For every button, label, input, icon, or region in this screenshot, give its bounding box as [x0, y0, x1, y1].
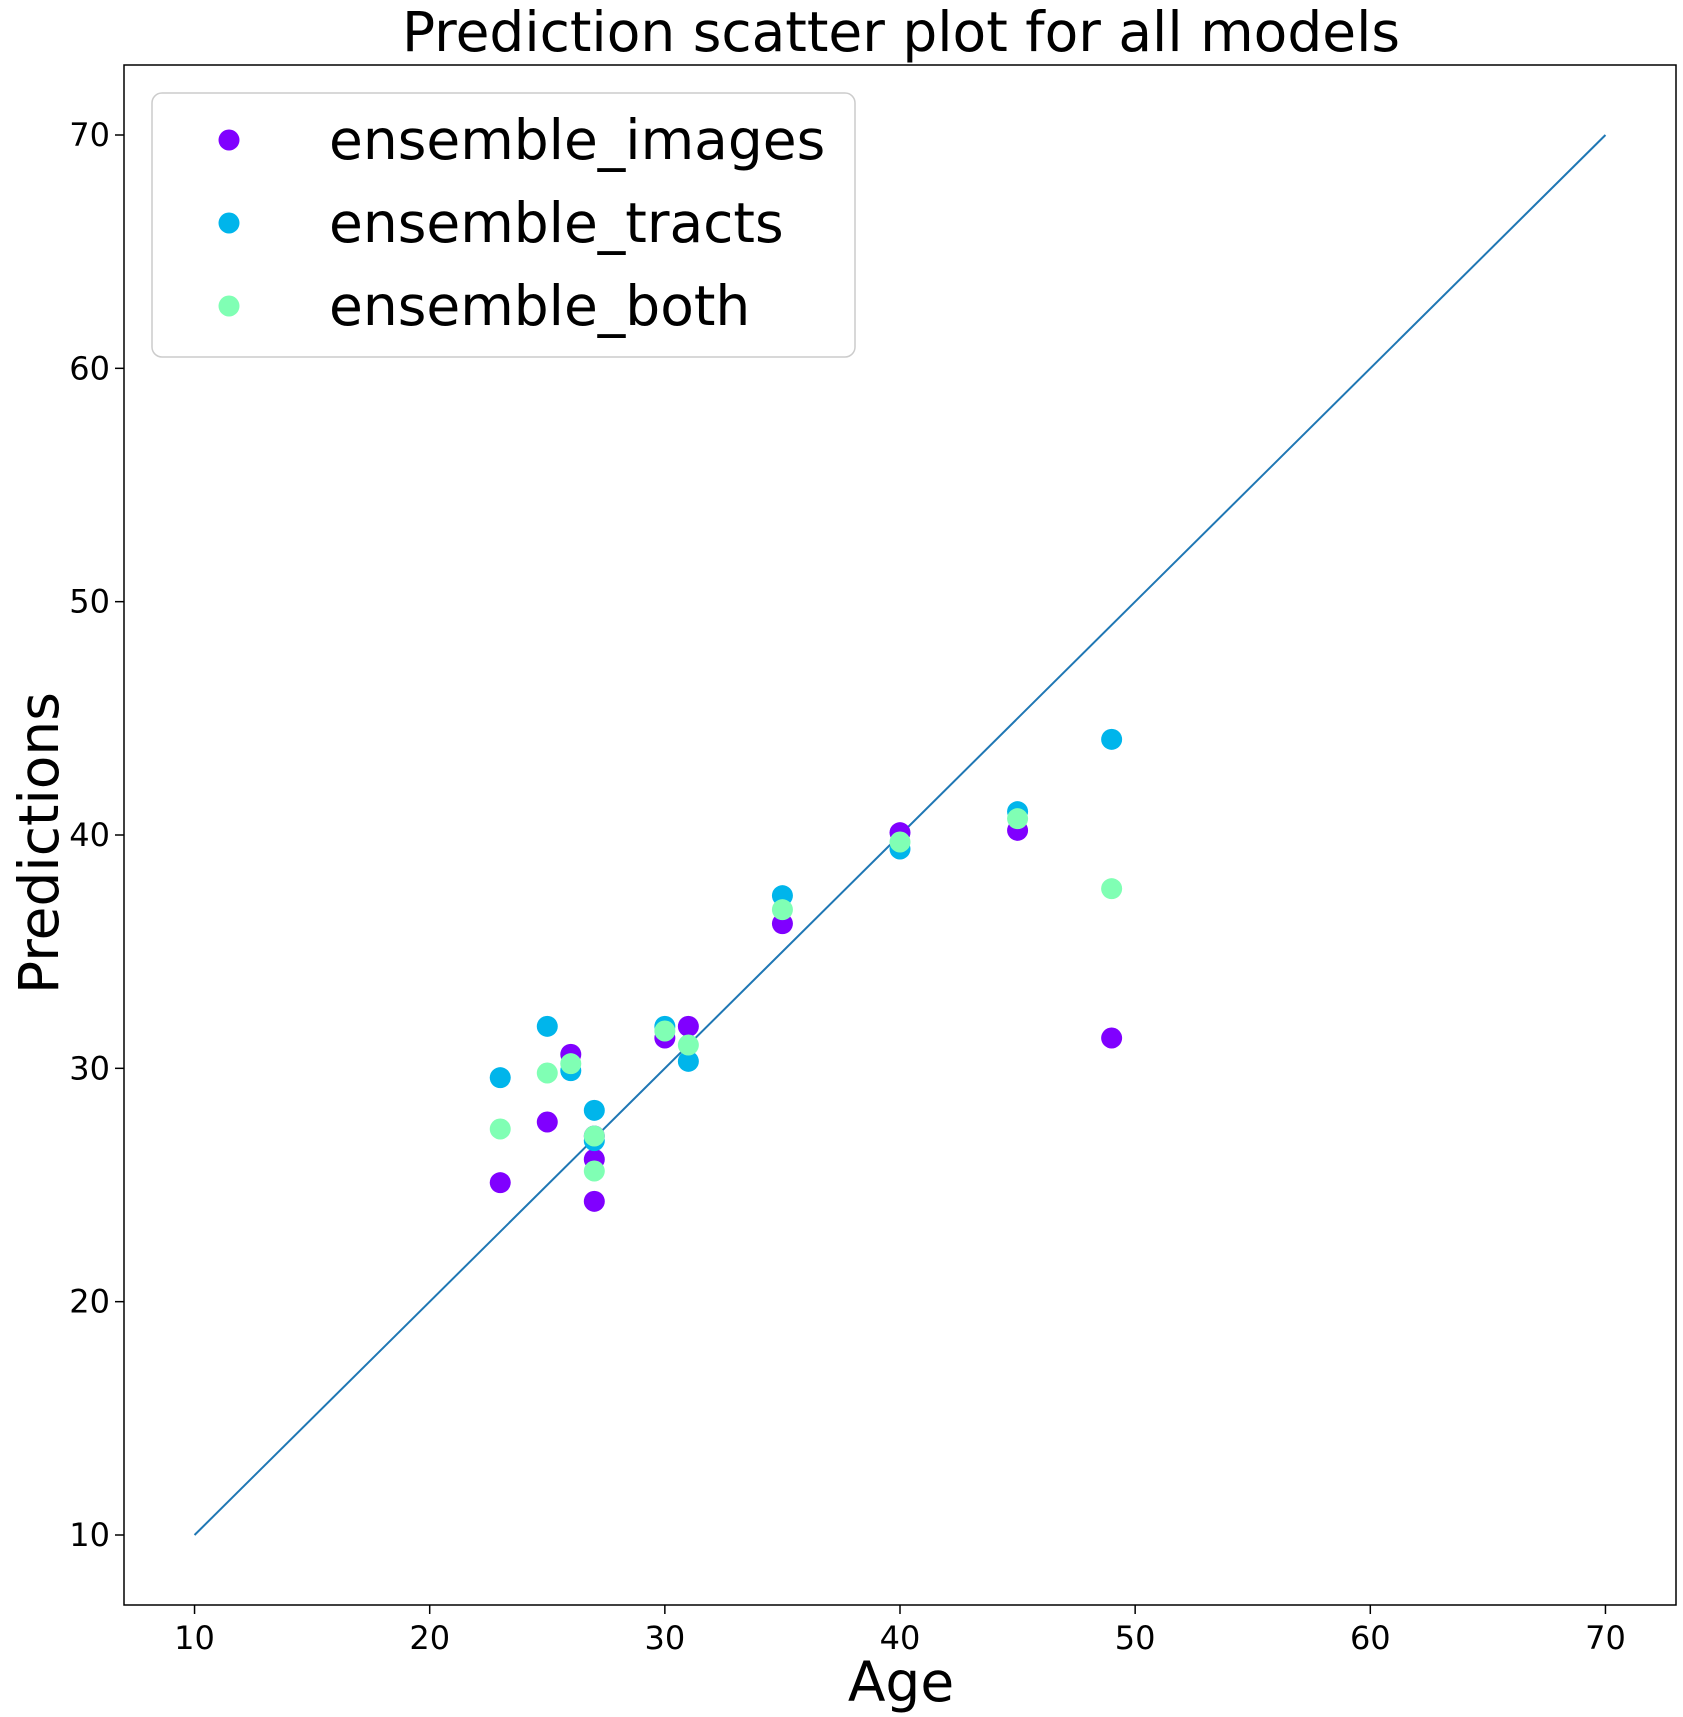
scatter-point [771, 899, 793, 921]
scatter-point [889, 831, 911, 853]
y-tick-label: 40 [69, 816, 110, 854]
x-tick-label: 10 [174, 1619, 215, 1657]
scatter-point [677, 1034, 699, 1056]
scatter-point [677, 1050, 699, 1072]
legend: ensemble_images ensemble_tracts ensemble_b… [151, 92, 856, 358]
y-tick-label: 30 [69, 1049, 110, 1087]
plot-area [193, 134, 1607, 1536]
legend-marker [218, 295, 240, 317]
x-axis: 10 20 30 40 50 60 70 [174, 1605, 1626, 1657]
legend-box [151, 92, 856, 358]
x-tick-label: 60 [1350, 1619, 1391, 1657]
legend-marker [218, 212, 240, 234]
scatter-point [583, 1125, 605, 1147]
series-ensemble_both [489, 808, 1123, 1182]
x-tick-label: 40 [880, 1619, 921, 1657]
legend-label: ensemble_tracts [329, 191, 784, 255]
x-tick-label: 70 [1585, 1619, 1626, 1657]
y-axis: 10 20 30 40 50 60 70 [69, 116, 124, 1554]
scatter-point [1101, 878, 1123, 900]
scatter-point [1007, 808, 1029, 830]
y-axis-label: Predictions [7, 692, 71, 994]
chart-title: Prediction scatter plot for all models [402, 0, 1400, 64]
scatter-point [1101, 728, 1123, 750]
x-tick-label: 50 [1115, 1619, 1156, 1657]
scatter-point [583, 1190, 605, 1212]
legend-label: ensemble_images [329, 108, 825, 172]
y-tick-label: 70 [69, 116, 110, 154]
legend-label: ensemble_both [329, 274, 750, 338]
scatter-point [583, 1099, 605, 1121]
y-tick-label: 10 [69, 1516, 110, 1554]
scatter-point [654, 1020, 676, 1042]
y-tick-label: 20 [69, 1283, 110, 1321]
scatter-point [583, 1160, 605, 1182]
scatter-point [536, 1062, 558, 1084]
x-axis-label: Age [848, 1650, 954, 1714]
scatter-point [536, 1015, 558, 1037]
scatter-point [560, 1053, 582, 1075]
x-tick-label: 20 [409, 1619, 450, 1657]
y-tick-label: 50 [69, 583, 110, 621]
y-tick-label: 60 [69, 349, 110, 387]
legend-marker [218, 129, 240, 151]
scatter-point [677, 1015, 699, 1037]
scatter-point [489, 1172, 511, 1194]
scatter-point [1101, 1027, 1123, 1049]
scatter-point [536, 1111, 558, 1133]
scatter-point [489, 1118, 511, 1140]
x-tick-label: 30 [644, 1619, 685, 1657]
scatter-point [489, 1067, 511, 1089]
